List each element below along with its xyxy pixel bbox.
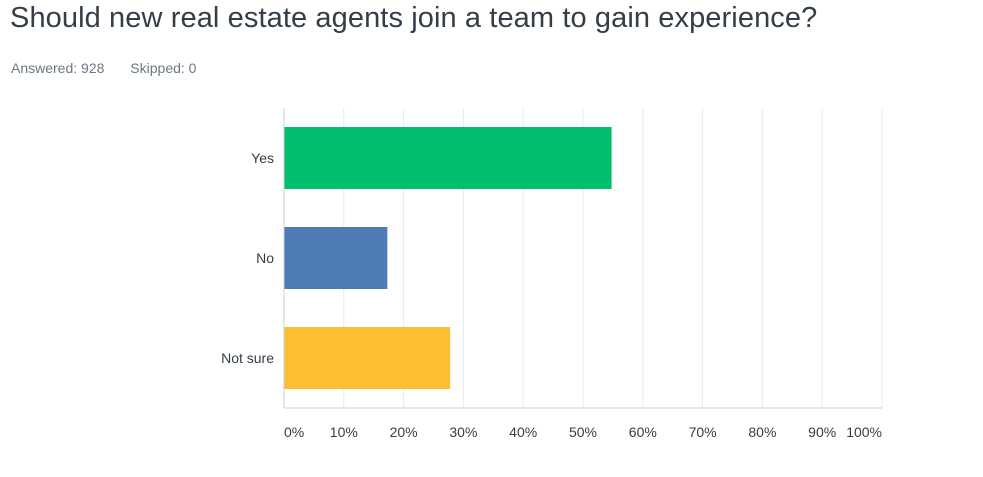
- skipped-count: Skipped: 0: [130, 60, 197, 76]
- chart-bars: [284, 127, 612, 389]
- x-tick-label: 0%: [284, 424, 304, 440]
- category-labels: Yes No Not sure: [221, 150, 274, 366]
- x-axis-tick-labels: 0% 10% 20% 30% 40% 50% 60% 70% 80% 90% 100%: [284, 424, 882, 440]
- x-tick-label: 60%: [629, 424, 657, 440]
- category-label: No: [256, 250, 274, 266]
- bar-no: [284, 227, 388, 289]
- bar-yes: [284, 127, 612, 189]
- answered-count: Answered: 928: [11, 60, 105, 76]
- response-summary: Answered: 928 Skipped: 0: [11, 60, 196, 76]
- bar-not-sure: [284, 327, 451, 389]
- x-tick-label: 90%: [808, 424, 836, 440]
- x-tick-label: 10%: [330, 424, 358, 440]
- x-tick-label: 50%: [569, 424, 597, 440]
- category-label: Yes: [251, 150, 274, 166]
- category-label: Not sure: [221, 350, 274, 366]
- x-tick-label: 80%: [748, 424, 776, 440]
- x-tick-label: 100%: [846, 424, 882, 440]
- x-tick-label: 70%: [689, 424, 717, 440]
- x-tick-label: 20%: [390, 424, 418, 440]
- question-title: Should new real estate agents join a tea…: [10, 2, 818, 34]
- x-tick-label: 40%: [509, 424, 537, 440]
- x-tick-label: 30%: [449, 424, 477, 440]
